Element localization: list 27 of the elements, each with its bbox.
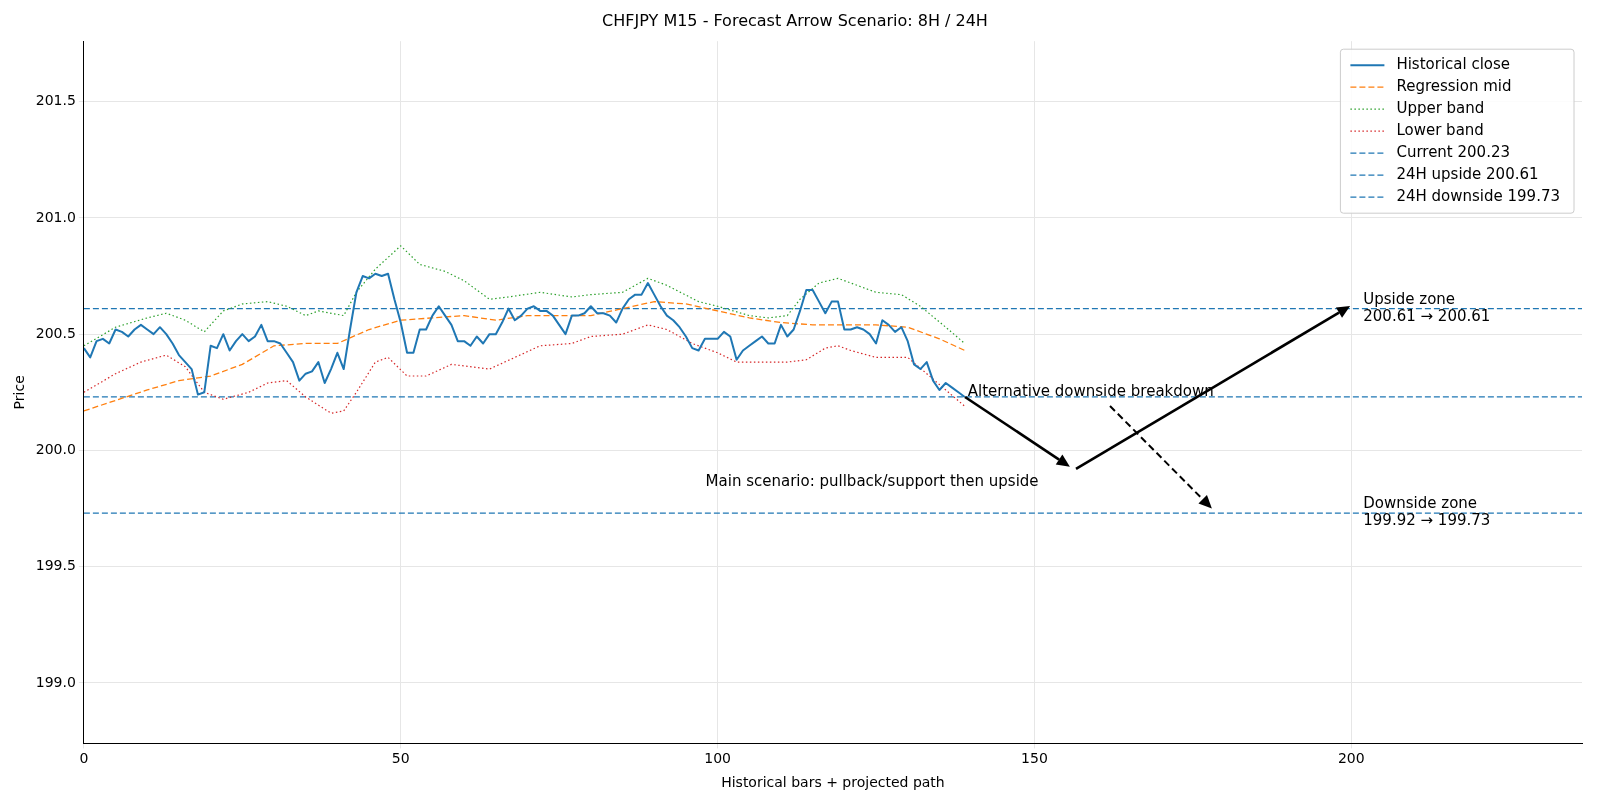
y-axis-title: Price [11, 375, 28, 410]
legend-label: Historical close [1396, 55, 1511, 74]
annotation: Downside zone 199.92 → 199.73 [1363, 494, 1491, 530]
legend-label: Upper band [1396, 99, 1485, 118]
y-tick-label: 199.0 [35, 673, 76, 690]
y-tick-label: 200.0 [35, 441, 76, 458]
annotation: Main scenario: pullback/support then upside [705, 472, 1039, 491]
x-tick-label: 0 [79, 750, 89, 767]
y-tick-label: 201.0 [35, 208, 76, 225]
legend-label: 24H downside 199.73 [1396, 187, 1560, 206]
y-tick-label: 199.5 [35, 557, 76, 574]
line-series [83, 245, 966, 347]
x-tick-label: 50 [391, 750, 410, 767]
x-axis-title: Historical bars + projected path [721, 774, 945, 791]
line-series [83, 300, 966, 412]
y-tick-label: 201.5 [35, 92, 76, 109]
annotation: Upside zone 200.61 → 200.61 [1363, 290, 1491, 326]
x-tick-label: 150 [1021, 750, 1048, 767]
x-tick-label: 200 [1337, 750, 1365, 767]
y-tick-label: 200.5 [35, 324, 76, 341]
legend-label: 24H upside 200.61 [1396, 165, 1539, 184]
legend-label: Current 200.23 [1396, 143, 1510, 162]
legend-label: Lower band [1396, 121, 1484, 140]
chart-title: CHFJPY M15 - Forecast Arrow Scenario: 8H / 24H [602, 10, 988, 30]
x-tick-label: 100 [704, 750, 731, 767]
line-series [83, 324, 966, 414]
legend-label: Regression mid [1396, 77, 1512, 96]
